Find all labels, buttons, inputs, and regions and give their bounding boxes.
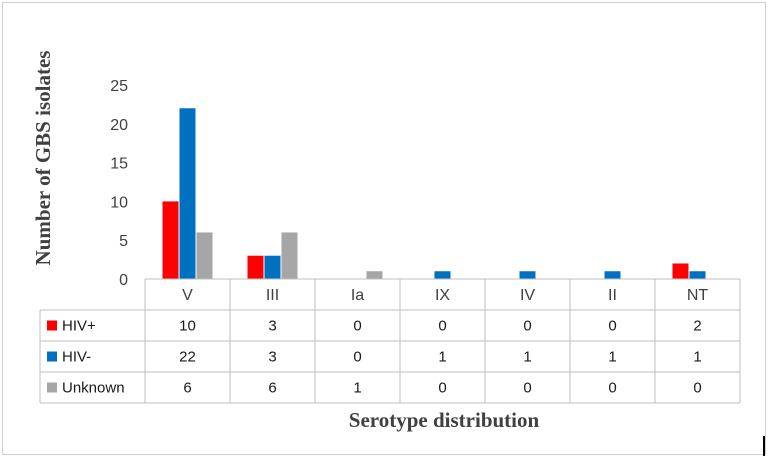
table-cell-value: 0 — [693, 380, 701, 397]
x-tick-label: III — [266, 287, 279, 304]
table-cell-value: 22 — [179, 349, 196, 366]
legend-label: HIV+ — [62, 318, 96, 335]
x-tick-label: IX — [435, 287, 450, 304]
bar-unknown-iii — [281, 232, 298, 279]
bar-hiv-neg-iii — [264, 255, 281, 279]
x-tick-label: Ia — [351, 287, 364, 304]
bar-hiv-pos-nt — [672, 263, 689, 279]
table-cell-value: 2 — [693, 318, 701, 335]
y-tick-label: 20 — [110, 117, 128, 134]
bar-unknown-ia — [366, 271, 383, 279]
legend-swatch — [47, 382, 57, 393]
table-cell-value: 0 — [353, 349, 361, 366]
table-cell-value: 1 — [353, 380, 361, 397]
table-cell-value: 1 — [693, 349, 701, 366]
table-cell-value: 3 — [268, 349, 276, 366]
table-cell-value: 0 — [353, 318, 361, 335]
bar-hiv-pos-iii — [247, 255, 264, 279]
x-tick-label: IV — [520, 287, 535, 304]
legend-swatch — [47, 351, 57, 362]
chart-frame — [2, 2, 766, 455]
legend-label: HIV- — [62, 349, 91, 366]
x-axis-title: Serotype distribution — [349, 408, 540, 432]
table-cell-value: 1 — [438, 349, 446, 366]
table-cell-value: 1 — [523, 349, 531, 366]
table-cell-value: 0 — [608, 380, 616, 397]
bar-hiv-pos-v — [162, 201, 179, 279]
legend-swatch — [47, 320, 57, 331]
x-tick-label: II — [608, 287, 617, 304]
bar-hiv-neg-iv — [519, 271, 536, 279]
bar-hiv-neg-ii — [604, 271, 621, 279]
legend-label: Unknown — [62, 380, 125, 397]
table-cell-value: 6 — [268, 380, 276, 397]
bar-hiv-neg-ix — [434, 271, 451, 279]
table-cell-value: 6 — [183, 380, 191, 397]
bar-unknown-v — [196, 232, 213, 279]
x-tick-label: V — [182, 287, 193, 304]
bars-group — [162, 108, 706, 279]
table-cell-value: 10 — [179, 318, 196, 335]
y-axis: 0 5 10 15 20 25 — [110, 78, 128, 289]
table-cell-value: 0 — [523, 318, 531, 335]
y-tick-label: 15 — [110, 156, 128, 173]
table-cell-value: 0 — [523, 380, 531, 397]
y-tick-label: 5 — [119, 233, 128, 250]
x-tick-label: NT — [687, 287, 709, 304]
table-cell-value: 3 — [268, 318, 276, 335]
bar-hiv-neg-v — [179, 108, 196, 279]
y-tick-label: 0 — [119, 272, 128, 289]
table-cell-value: 0 — [608, 318, 616, 335]
table-cell-value: 0 — [438, 318, 446, 335]
table-cell-value: 1 — [608, 349, 616, 366]
y-axis-title: Number of GBS isolates — [31, 51, 55, 266]
y-tick-label: 10 — [110, 194, 128, 211]
bar-hiv-neg-nt — [689, 271, 706, 279]
y-tick-label: 25 — [110, 78, 128, 95]
cursor-mark — [763, 436, 765, 456]
table-cell-value: 0 — [438, 380, 446, 397]
